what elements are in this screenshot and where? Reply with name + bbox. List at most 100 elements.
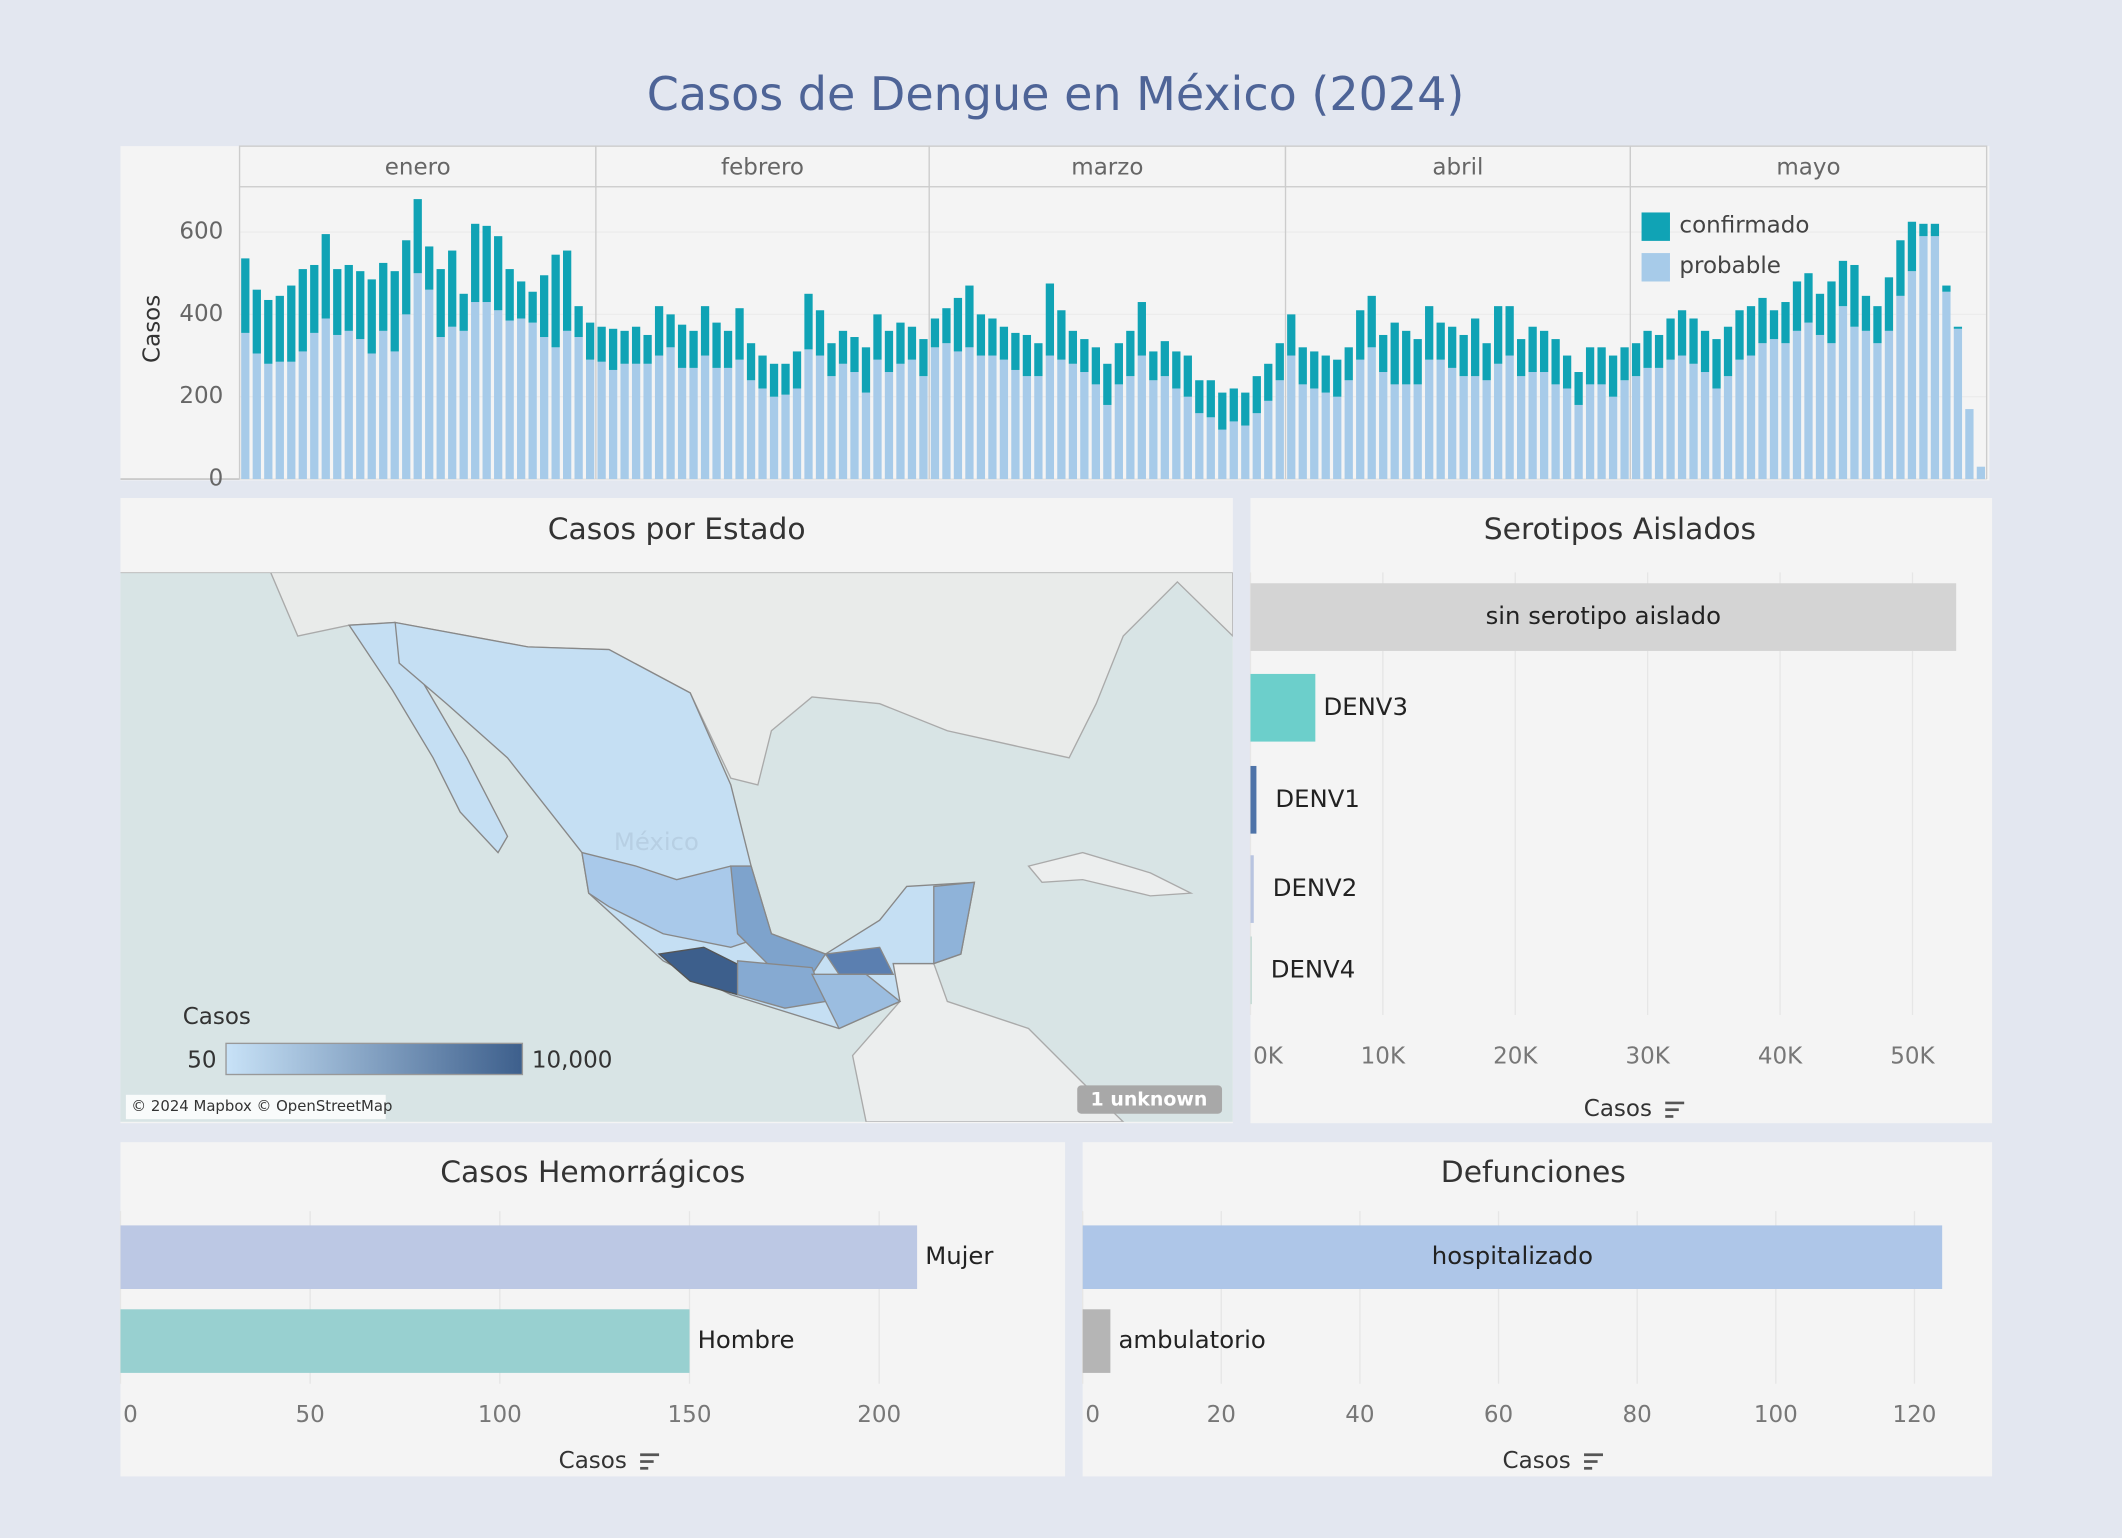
bar-segment (1287, 355, 1296, 480)
bar-segment (1436, 359, 1445, 480)
bar-segment (1643, 367, 1652, 480)
bar-segment (896, 363, 905, 480)
state-shape (730, 865, 827, 976)
x-tick-label: 10K (1361, 1043, 1406, 1069)
bar-segment (402, 240, 411, 315)
bar-segment (884, 330, 894, 373)
bar-segment (942, 343, 951, 480)
bar-segment (999, 326, 1009, 360)
bar-segment (1379, 372, 1388, 480)
x-tick-label: 0 (1085, 1402, 1100, 1428)
bar-segment (1459, 376, 1468, 480)
bar-segment (1815, 334, 1825, 480)
bar-segment (1723, 376, 1733, 480)
bar-segment (1930, 236, 1940, 480)
bar-segment (838, 363, 848, 480)
bar-segment (1045, 283, 1055, 356)
bar-segment (1907, 271, 1917, 480)
bar-segment (1218, 429, 1227, 480)
bar (120, 1309, 690, 1373)
bar-segment (1068, 330, 1078, 364)
bar-segment (942, 308, 951, 344)
bar-segment (1953, 328, 1963, 480)
bar-segment (1275, 380, 1284, 480)
month-header (238, 145, 597, 188)
bar-segment (1769, 339, 1779, 480)
bar-segment (1585, 347, 1595, 385)
bar-segment (1160, 341, 1169, 377)
bar-segment (1827, 343, 1836, 480)
bar-segment (1769, 310, 1779, 340)
bar-segment (1241, 425, 1250, 480)
bar-segment (1700, 372, 1710, 480)
bar-segment (459, 293, 468, 331)
bar-segment (1137, 355, 1146, 480)
bar-segment (815, 355, 825, 480)
x-tick-label: 200 (857, 1402, 901, 1428)
bar-segment (873, 359, 882, 480)
bar-segment (723, 367, 733, 480)
bar-segment (1976, 466, 1986, 480)
bar-segment (677, 324, 687, 368)
bar-segment (608, 369, 618, 480)
bar-segment (287, 285, 296, 362)
bar-segment (333, 334, 342, 480)
bar-segment (1861, 295, 1871, 331)
bar-segment (551, 254, 560, 348)
bar-segment (482, 225, 491, 303)
y-axis-label: Casos (139, 295, 165, 363)
bar-segment (1700, 330, 1710, 373)
bar-segment (597, 361, 606, 480)
bar-segment (310, 332, 319, 480)
bar-segment (1034, 376, 1043, 480)
bar-segment (746, 343, 756, 381)
bar-segment (988, 318, 997, 356)
bar-segment (1505, 306, 1514, 356)
bar-segment (1080, 339, 1089, 373)
x-tick-label: 0 (123, 1402, 138, 1428)
month-header (595, 145, 930, 188)
bar-segment (1206, 417, 1215, 480)
bar-segment (804, 349, 813, 480)
bar-segment (1597, 384, 1606, 480)
x-tick-label: 40K (1758, 1043, 1803, 1069)
bar-segment (1942, 285, 1951, 292)
bar-segment (1482, 380, 1491, 480)
bar-segment (1861, 330, 1871, 480)
bar-segment (827, 343, 836, 377)
bar-segment (976, 314, 986, 356)
bar-segment (528, 291, 537, 323)
bar-segment (1562, 388, 1572, 480)
bar-segment (861, 392, 871, 480)
bar (1250, 936, 1252, 1005)
bar-segment (390, 351, 399, 480)
bar-segment (1838, 260, 1848, 307)
bar-segment (540, 337, 549, 480)
bar-segment (1413, 339, 1422, 385)
bar-segment (517, 318, 526, 480)
bar (1082, 1309, 1111, 1373)
bar-segment (1919, 236, 1928, 480)
bar-segment (356, 271, 365, 340)
bar-segment (1022, 376, 1032, 480)
bar-segment (1723, 326, 1733, 377)
bar-segment (1022, 334, 1032, 377)
bar-segment (1114, 343, 1123, 385)
bar-segment (666, 314, 675, 348)
bar-segment (1528, 326, 1537, 373)
bar-segment (563, 330, 572, 480)
unknown-note: 1 unknown (1091, 1089, 1208, 1111)
bar-segment (1597, 347, 1606, 385)
bar-segment (850, 372, 859, 480)
bar-segment (1689, 318, 1698, 364)
bar-segment (540, 275, 549, 338)
bar-segment (758, 355, 767, 389)
y-tick-label: 400 (179, 301, 223, 327)
bar-segment (390, 271, 399, 352)
x-tick-label: 0K (1253, 1043, 1284, 1069)
legend-swatch (1641, 212, 1670, 241)
bar-segment (1907, 221, 1917, 272)
bar-segment (1643, 330, 1652, 368)
bar-segment (1792, 330, 1802, 480)
bar-segment (965, 347, 974, 480)
